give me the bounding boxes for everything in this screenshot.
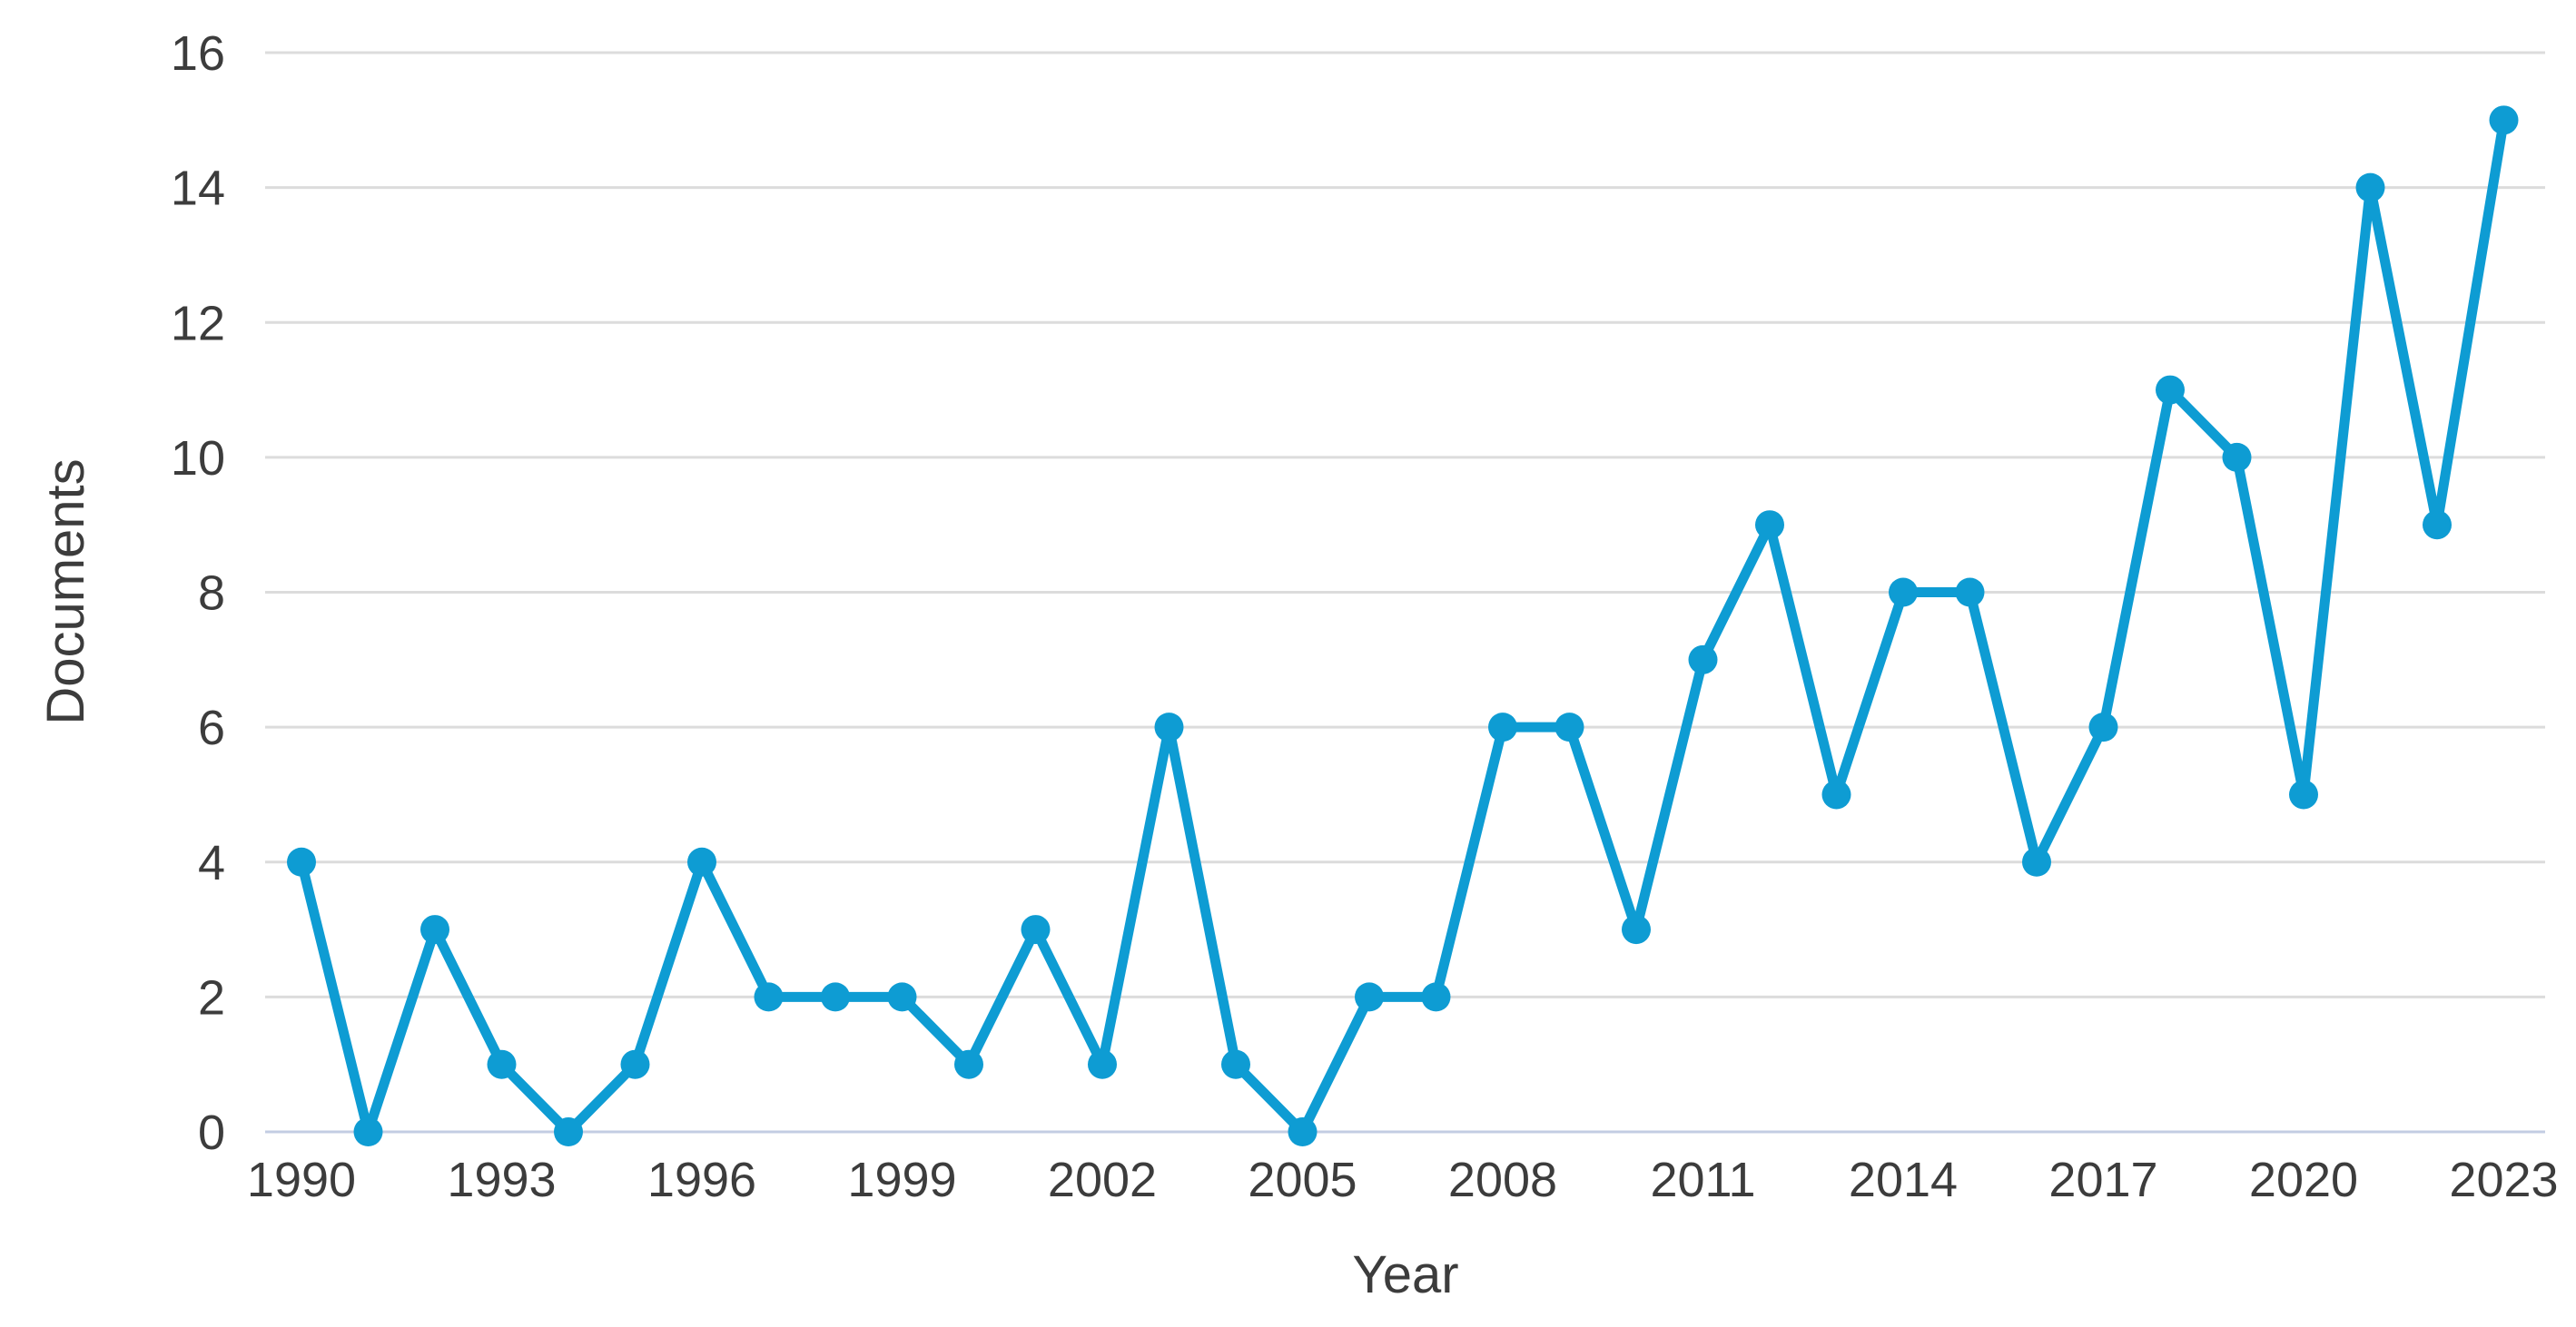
data-point-1999[interactable] <box>887 982 917 1012</box>
y-tick-label-8: 8 <box>198 566 225 621</box>
y-axis-tick-labels: 0 2 4 6 8 10 12 14 16 <box>171 26 225 1160</box>
data-point-2009[interactable] <box>1554 713 1584 742</box>
data-point-2010[interactable] <box>1622 915 1651 945</box>
data-point-2002[interactable] <box>1088 1049 1117 1079</box>
x-tick-label-1993: 1993 <box>447 1153 556 1207</box>
y-tick-label-16: 16 <box>171 26 225 81</box>
y-axis-title: Documents <box>36 458 95 724</box>
data-point-1997[interactable] <box>754 982 784 1012</box>
y-tick-label-2: 2 <box>198 970 225 1025</box>
documents-trend-line <box>296 114 2509 1137</box>
x-tick-label-2011: 2011 <box>1650 1153 1755 1207</box>
y-tick-label-0: 0 <box>198 1106 225 1160</box>
data-point-1995[interactable] <box>620 1049 650 1079</box>
data-point-1998[interactable] <box>821 982 850 1012</box>
data-point-1993[interactable] <box>487 1049 517 1079</box>
data-point-2000[interactable] <box>954 1049 983 1079</box>
y-tick-label-4: 4 <box>198 836 225 890</box>
y-tick-label-12: 12 <box>171 296 225 350</box>
data-point-2013[interactable] <box>1821 780 1851 810</box>
data-point-2006[interactable] <box>1355 982 1384 1012</box>
data-point-2011[interactable] <box>1688 644 1718 674</box>
y-tick-label-6: 6 <box>198 701 225 755</box>
x-tick-label-2005: 2005 <box>1248 1153 1357 1207</box>
x-tick-label-1999: 1999 <box>847 1153 956 1207</box>
data-point-2017[interactable] <box>2088 713 2118 742</box>
x-tick-label-1990: 1990 <box>247 1153 356 1207</box>
series-documents <box>296 114 2509 1137</box>
data-point-2001[interactable] <box>1021 915 1051 945</box>
data-point-2019[interactable] <box>2222 442 2252 472</box>
x-tick-label-2020: 2020 <box>2249 1153 2358 1207</box>
data-point-2003[interactable] <box>1154 713 1184 742</box>
x-tick-label-2017: 2017 <box>2048 1153 2157 1207</box>
y-tick-label-14: 14 <box>171 162 225 216</box>
series-markers <box>287 105 2519 1146</box>
gridlines <box>265 51 2545 1134</box>
data-point-2020[interactable] <box>2289 780 2318 810</box>
x-axis-title: Year <box>1352 1245 1458 1304</box>
data-point-1992[interactable] <box>420 915 449 945</box>
x-tick-label-2014: 2014 <box>1849 1153 1958 1207</box>
x-tick-label-2008: 2008 <box>1448 1153 1557 1207</box>
data-point-2014[interactable] <box>1889 577 1918 607</box>
x-tick-label-2002: 2002 <box>1048 1153 1157 1207</box>
data-point-2005[interactable] <box>1288 1117 1318 1146</box>
x-tick-label-2023: 2023 <box>2449 1153 2558 1207</box>
data-point-2015[interactable] <box>1955 577 1985 607</box>
data-point-2007[interactable] <box>1421 982 1451 1012</box>
data-point-1996[interactable] <box>687 847 716 877</box>
data-point-1991[interactable] <box>353 1117 383 1146</box>
data-point-1990[interactable] <box>287 847 316 877</box>
x-tick-label-1996: 1996 <box>647 1153 756 1207</box>
data-point-2018[interactable] <box>2156 375 2185 405</box>
data-point-2004[interactable] <box>1221 1049 1250 1079</box>
data-point-2008[interactable] <box>1488 713 1517 742</box>
data-point-2012[interactable] <box>1755 510 1784 540</box>
data-point-2023[interactable] <box>2489 105 2519 135</box>
data-point-2021[interactable] <box>2355 172 2385 202</box>
x-axis-tick-labels: 1990 1993 1996 1999 2002 2005 2008 2011 2014 2017… <box>247 1153 2559 1207</box>
data-point-2016[interactable] <box>2022 847 2051 877</box>
data-point-2022[interactable] <box>2423 510 2452 540</box>
y-tick-label-10: 10 <box>171 431 225 486</box>
data-point-1994[interactable] <box>554 1117 583 1146</box>
